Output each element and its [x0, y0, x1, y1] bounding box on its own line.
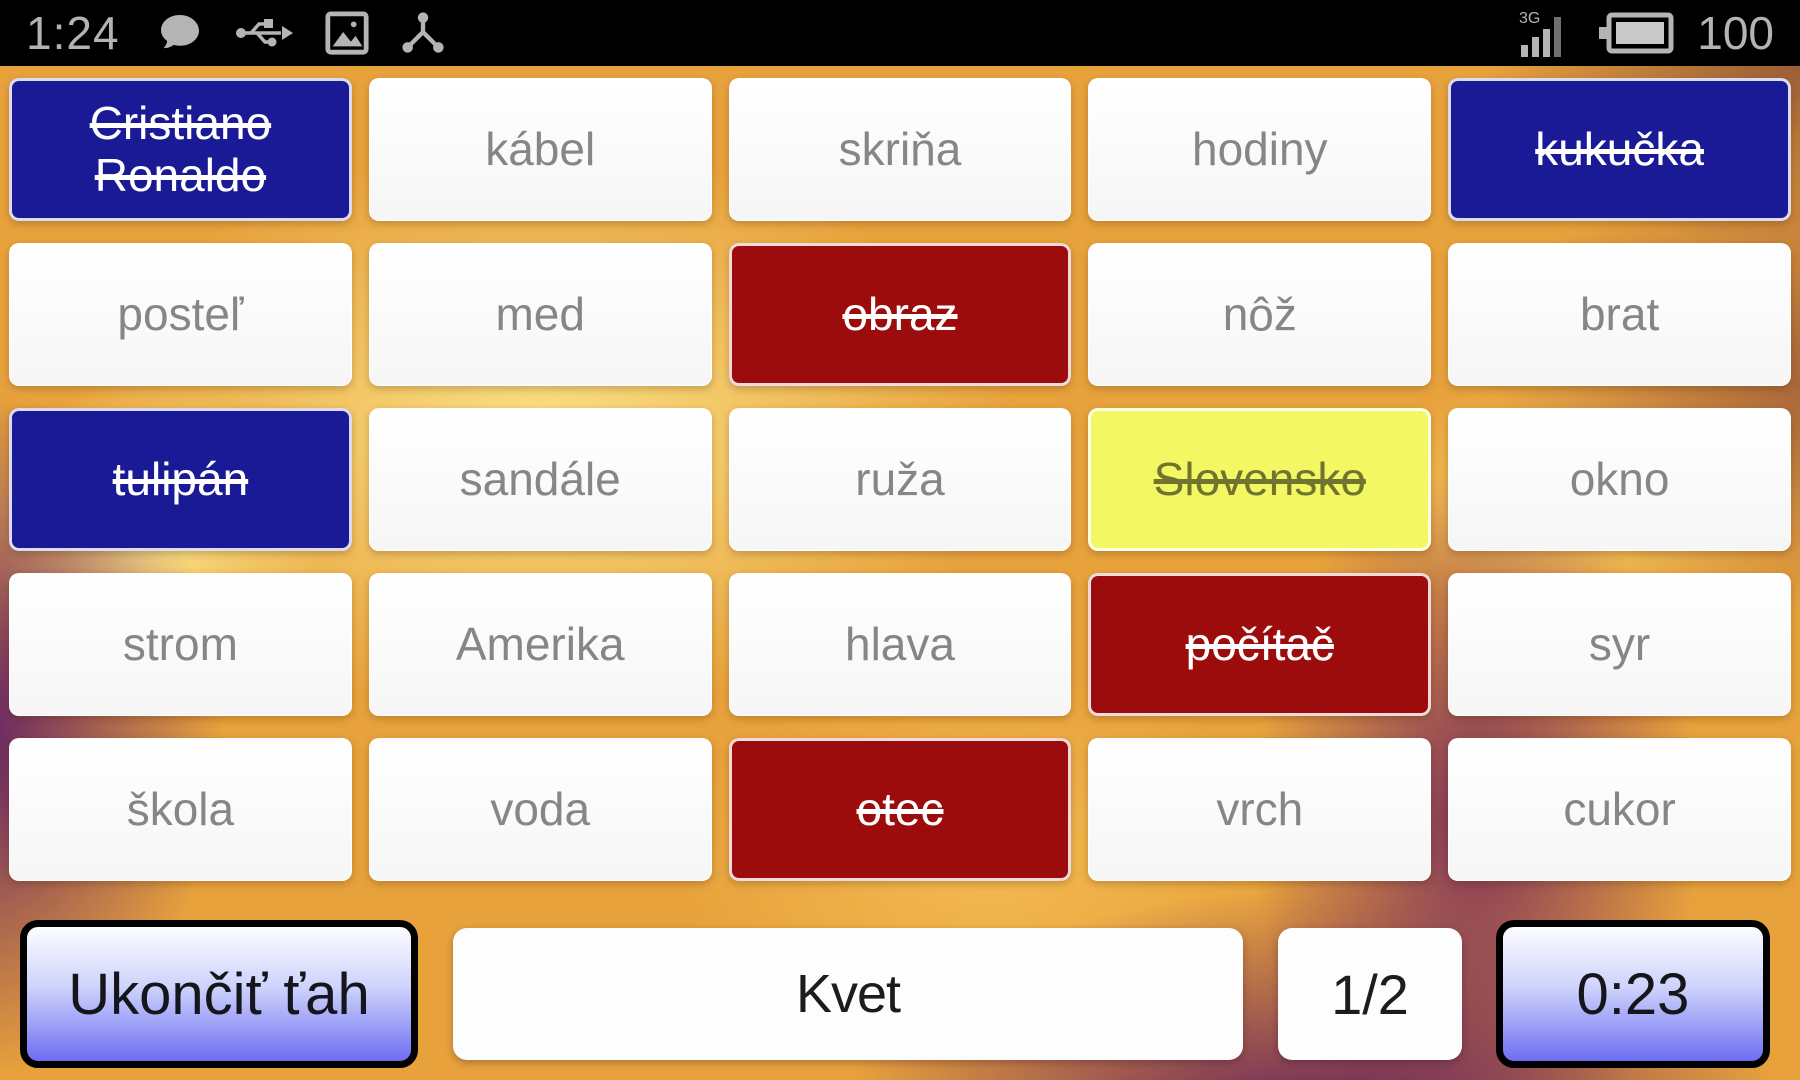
word-card[interactable]: skriňa — [728, 78, 1072, 221]
word-card[interactable]: kukučka — [1448, 78, 1791, 221]
word-card[interactable]: cukor — [1448, 738, 1791, 881]
bottom-controls: Ukončiť ťah Kvet 1/2 0:23 — [20, 920, 1770, 1068]
word-card[interactable]: ruža — [728, 408, 1072, 551]
word-label: otec — [856, 782, 944, 835]
status-bar: 1:24 — [0, 0, 1800, 66]
notification-icons — [156, 9, 446, 57]
battery-percent-text: 100 — [1697, 7, 1774, 59]
word-card[interactable]: med — [368, 243, 712, 386]
hub-icon — [400, 10, 446, 56]
word-card[interactable]: okno — [1448, 408, 1791, 551]
word-label: syr — [1588, 617, 1651, 670]
word-label: nôž — [1222, 287, 1297, 340]
word-card[interactable]: voda — [368, 738, 712, 881]
word-card[interactable]: kábel — [368, 78, 712, 221]
word-card[interactable]: Cristiano Ronaldo — [9, 78, 352, 221]
timer-button[interactable]: 0:23 — [1496, 920, 1770, 1068]
word-board: Cristiano Ronaldo kábel skriňa hodiny kukučk… — [9, 78, 1791, 881]
word-card[interactable]: vrch — [1088, 738, 1432, 881]
word-card[interactable]: otec — [728, 738, 1072, 881]
word-label: cukor — [1563, 782, 1676, 835]
gallery-icon — [324, 10, 370, 56]
clue-word: Kvet — [795, 964, 901, 1024]
word-label: sandále — [459, 452, 621, 505]
word-label: škola — [126, 782, 235, 835]
network-type-label: 3G — [1519, 10, 1540, 27]
end-turn-button[interactable]: Ukončiť ťah — [20, 920, 418, 1068]
word-card[interactable]: nôž — [1088, 243, 1432, 386]
timer-text: 0:23 — [1576, 961, 1690, 1027]
word-card[interactable]: sandále — [368, 408, 712, 551]
signal-icon: 3G — [1519, 7, 1575, 59]
word-label: brat — [1579, 287, 1660, 340]
system-status-icons: 3G 100 — [1519, 6, 1774, 60]
word-label: strom — [122, 617, 238, 670]
word-label: ruža — [855, 452, 945, 505]
word-label: okno — [1569, 452, 1670, 505]
word-card[interactable]: brat — [1448, 243, 1791, 386]
word-label: kábel — [485, 122, 596, 175]
end-turn-label: Ukončiť ťah — [68, 961, 370, 1027]
word-label: hodiny — [1192, 122, 1328, 175]
word-card[interactable]: strom — [9, 573, 352, 716]
word-card[interactable]: Amerika — [368, 573, 712, 716]
word-card[interactable]: počítač — [1088, 573, 1432, 716]
word-label: vrch — [1216, 782, 1304, 835]
word-card[interactable]: posteľ — [9, 243, 352, 386]
clue-display: Kvet — [453, 928, 1243, 1060]
word-card[interactable]: škola — [9, 738, 352, 881]
word-card[interactable]: hodiny — [1088, 78, 1432, 221]
word-label: Amerika — [455, 617, 625, 670]
word-label: obraz — [842, 287, 958, 340]
word-card[interactable]: tulipán — [9, 408, 352, 551]
word-label: Cristiano Ronaldo — [89, 96, 272, 201]
word-label: počítač — [1185, 617, 1334, 670]
word-label: posteľ — [117, 287, 244, 340]
guess-counter-text: 1/2 — [1331, 962, 1409, 1026]
guess-counter: 1/2 — [1278, 928, 1462, 1060]
word-label: skriňa — [838, 122, 962, 175]
word-card[interactable]: Slovensko — [1088, 408, 1432, 551]
battery-icon — [1597, 11, 1675, 55]
word-card[interactable]: syr — [1448, 573, 1791, 716]
word-label: kukučka — [1535, 122, 1704, 175]
word-label: Slovensko — [1153, 452, 1366, 505]
word-label: tulipán — [112, 452, 249, 505]
word-label: hlava — [845, 617, 955, 670]
word-label: med — [495, 287, 585, 340]
word-card[interactable]: obraz — [728, 243, 1072, 386]
chat-icon — [156, 9, 204, 57]
usb-icon — [234, 10, 294, 56]
word-card[interactable]: hlava — [728, 573, 1072, 716]
word-label: voda — [490, 782, 591, 835]
clock-text: 1:24 — [26, 7, 120, 59]
